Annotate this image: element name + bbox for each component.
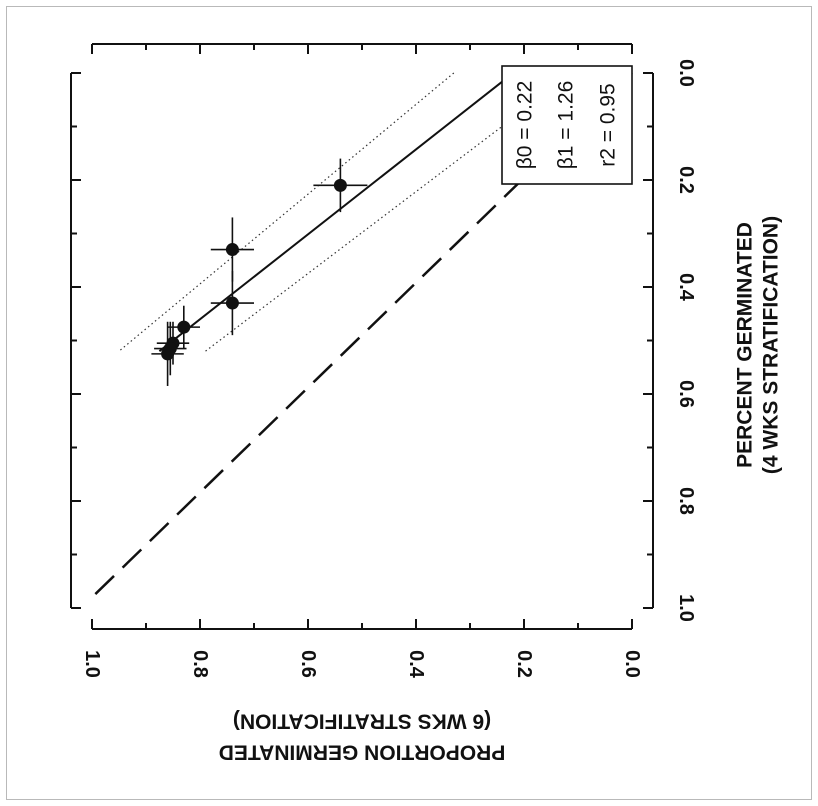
y-tick-label: 0.8 bbox=[189, 650, 211, 678]
stats-box: β0 = 0.22 β1 = 1.26 r2 = 0.95 bbox=[501, 65, 633, 185]
x-tick-label: 1.0 bbox=[675, 594, 697, 622]
x-axis-title: PERCENT GERMINATED bbox=[734, 222, 757, 468]
y-tick-label: 0.0 bbox=[621, 650, 643, 678]
y-axis-title: PROPORTION GERMINATED bbox=[219, 741, 506, 764]
data-point bbox=[177, 320, 191, 334]
x-tick-label: 0.4 bbox=[675, 273, 697, 302]
y-tick-label: 0.6 bbox=[297, 650, 319, 678]
x-axis-subtitle: (4 WKS STRATIFICATION) bbox=[760, 216, 783, 474]
y-tick-label: 0.4 bbox=[405, 650, 427, 679]
stat-r2: r2 = 0.95 bbox=[597, 83, 620, 166]
fit-line bbox=[158, 72, 514, 352]
x-tick-label: 0.8 bbox=[675, 487, 697, 515]
data-point bbox=[225, 296, 239, 310]
x-tick-label: 0.0 bbox=[675, 59, 697, 87]
confidence-band-lower bbox=[118, 72, 455, 352]
tick-labels: 0.0 0.2 0.4 0.6 0.8 1.0 0.0 0.2 0.4 0.6 0.8 1.0 bbox=[81, 59, 697, 679]
y-tick-label: 1.0 bbox=[81, 650, 103, 678]
y-tick-label: 0.2 bbox=[513, 650, 535, 678]
data-point bbox=[161, 347, 175, 361]
stat-beta1: β1 = 1.26 bbox=[555, 81, 578, 170]
stats-box-border bbox=[501, 65, 633, 185]
x-tick-label: 0.2 bbox=[675, 166, 697, 194]
axes bbox=[70, 43, 654, 630]
x-tick-label: 0.6 bbox=[675, 380, 697, 408]
axis-titles: PERCENT GERMINATED (4 WKS STRATIFICATION)… bbox=[219, 216, 783, 764]
figure-frame bbox=[6, 6, 812, 800]
stat-beta0: β0 = 0.22 bbox=[514, 81, 537, 170]
data-point bbox=[225, 243, 239, 257]
data-points bbox=[161, 66, 558, 361]
y-axis-subtitle: (6 WKS STRATIFICATION) bbox=[233, 710, 491, 733]
data-point bbox=[333, 178, 347, 192]
regression-line bbox=[158, 72, 514, 352]
